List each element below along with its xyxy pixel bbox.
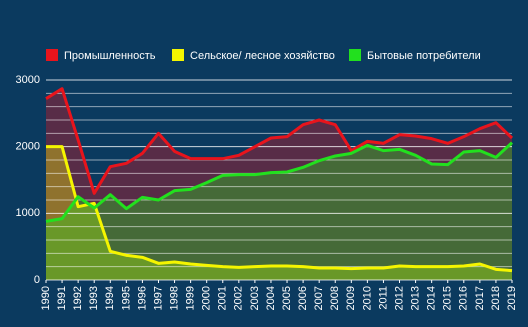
- x-tick-label: 2015: [442, 286, 454, 310]
- x-tick-label: 2018: [490, 286, 502, 310]
- x-tick-label: 2006: [297, 286, 309, 310]
- x-tick-label: 1999: [185, 286, 197, 310]
- x-tick-label: 1996: [136, 286, 148, 310]
- x-tick-label: 2011: [377, 286, 389, 310]
- y-tick-label: 2000: [16, 141, 40, 153]
- x-tick-label: 2019: [506, 286, 518, 310]
- line: [46, 145, 513, 273]
- x-tick-label: 2005: [281, 286, 293, 310]
- x-tick-label: 2010: [361, 286, 373, 310]
- area: [46, 88, 512, 281]
- x-tick-label: 2002: [233, 286, 245, 310]
- legend-label: Промышленность: [64, 50, 156, 62]
- x-tick-label: 1995: [120, 286, 132, 310]
- y-tick-label: 3000: [16, 74, 40, 86]
- legend-swatch: [46, 49, 58, 61]
- x-tick-label: 1994: [104, 286, 116, 310]
- legend-label: Бытовые потребители: [367, 50, 481, 62]
- x-tick-label: 2001: [217, 286, 229, 310]
- x-tick-label: 2004: [265, 286, 277, 310]
- x-tick-label: 2008: [329, 286, 341, 310]
- legend-label: Сельское/ лесное хозяйство: [190, 50, 335, 62]
- x-tick-label: 1991: [56, 286, 68, 310]
- x-tick-label: 2014: [426, 286, 438, 310]
- line: [45, 141, 514, 223]
- x-tick-label: 2009: [345, 286, 357, 310]
- area: [46, 142, 512, 280]
- x-tick-label: 2016: [458, 286, 470, 310]
- x-tick-label: 1997: [152, 286, 164, 310]
- x-tick-label: 1992: [72, 286, 84, 310]
- x-tick-label: 2000: [201, 286, 213, 310]
- x-tick-label: 2003: [249, 286, 261, 310]
- x-tick-label: 1998: [168, 286, 180, 310]
- x-tick-label: 2013: [409, 286, 421, 310]
- y-tick-label: 1000: [16, 207, 40, 219]
- x-tick-label: 2007: [313, 286, 325, 310]
- legend-swatch: [349, 49, 361, 61]
- legend-swatch: [172, 49, 184, 61]
- x-tick-label: 1990: [40, 286, 52, 310]
- x-tick-label: 1993: [88, 286, 100, 310]
- x-tick-label: 2012: [393, 286, 405, 310]
- line: [45, 87, 514, 195]
- x-tick-label: 2017: [474, 286, 486, 310]
- y-tick-label: 0: [34, 274, 40, 286]
